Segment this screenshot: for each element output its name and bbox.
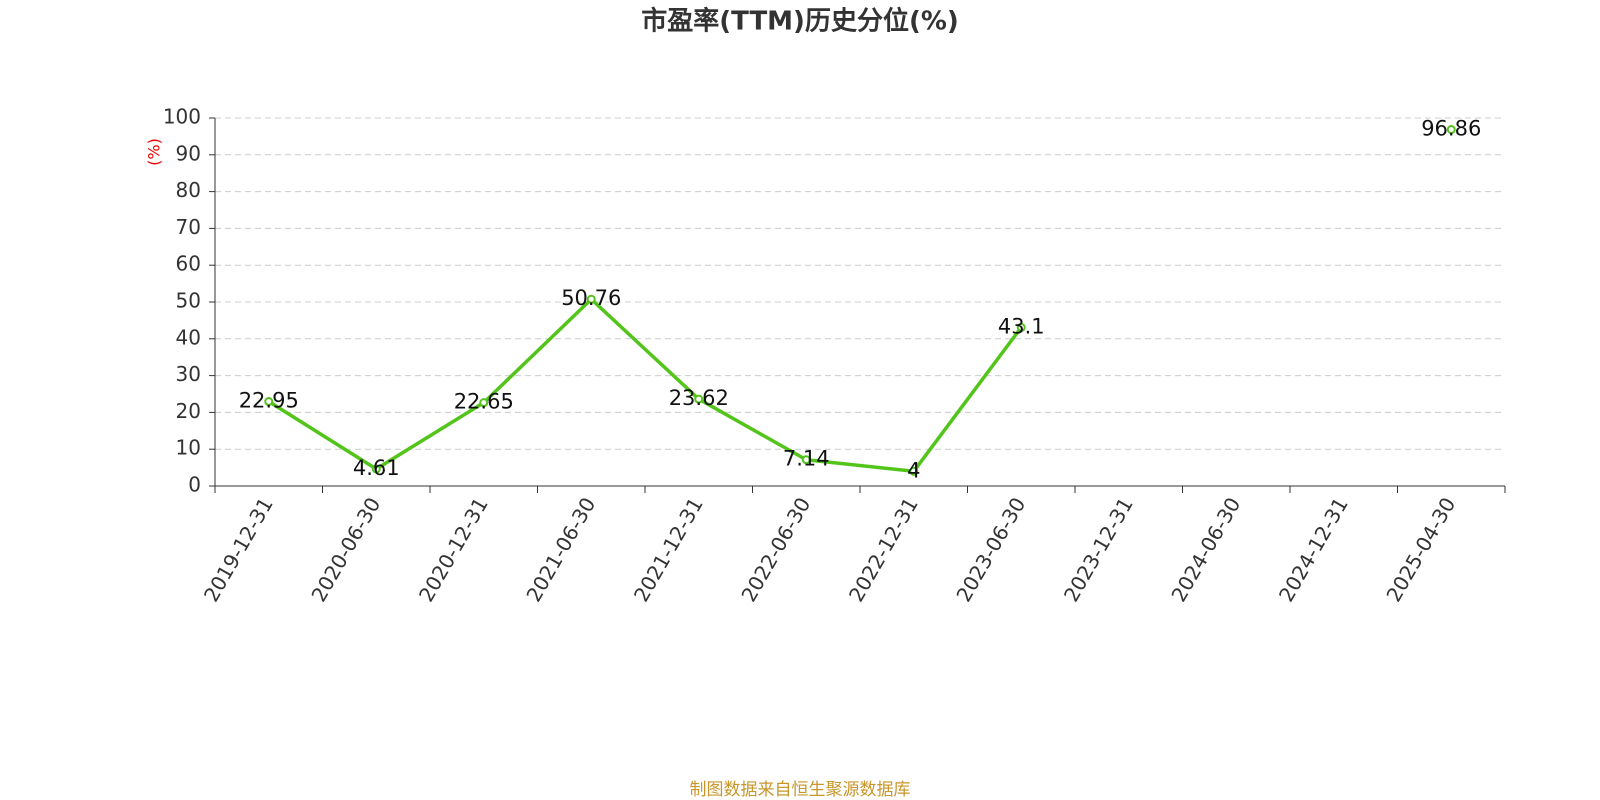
x-tick-label: 2024-06-30 bbox=[1166, 493, 1245, 606]
x-tick-label: 2023-12-31 bbox=[1059, 493, 1138, 606]
y-tick-label: 30 bbox=[176, 362, 201, 386]
point bbox=[264, 397, 274, 407]
data-label: 4.61 bbox=[353, 456, 400, 480]
y-tick-label: 70 bbox=[176, 215, 201, 239]
line bbox=[269, 130, 1452, 472]
point bbox=[1016, 322, 1026, 332]
point bbox=[694, 394, 704, 404]
x-tick-label: 2023-06-30 bbox=[951, 493, 1030, 606]
y-tick-label: 10 bbox=[176, 436, 201, 460]
x-tick-label: 2020-06-30 bbox=[306, 493, 385, 606]
x-tick-label: 2019-12-31 bbox=[199, 493, 278, 606]
y-tick-label: 40 bbox=[176, 325, 201, 349]
y-tick-label: 20 bbox=[176, 399, 201, 423]
y-tick-label: 60 bbox=[176, 252, 201, 276]
point bbox=[1446, 125, 1456, 135]
point bbox=[909, 466, 919, 476]
y-tick-label: 100 bbox=[163, 105, 201, 129]
x-tick-label: 2025-04-30 bbox=[1381, 493, 1460, 606]
footer: 制图数据来自恒生聚源数据库 bbox=[690, 780, 911, 800]
data-label: 7.14 bbox=[783, 447, 830, 471]
x-tick-label: 2021-12-31 bbox=[629, 493, 708, 606]
y-axis-label: (%) bbox=[145, 138, 164, 166]
point bbox=[371, 464, 381, 474]
y-tick-label: 50 bbox=[176, 289, 201, 313]
point bbox=[479, 398, 489, 408]
x-tick-label: 2020-12-31 bbox=[414, 493, 493, 606]
point bbox=[586, 294, 596, 304]
y-tick-label: 80 bbox=[176, 178, 201, 202]
y-tick-label: 0 bbox=[188, 473, 201, 497]
x-tick-label: 2021-06-30 bbox=[521, 493, 600, 606]
point bbox=[801, 455, 811, 465]
x-tick-label: 2022-06-30 bbox=[736, 493, 815, 606]
data-label: 50.76 bbox=[561, 286, 621, 310]
data-label: 23.62 bbox=[669, 386, 729, 410]
chart-title: 市盈率(TTM)历史分位(%) bbox=[641, 6, 959, 37]
data-label: 43.1 bbox=[998, 314, 1045, 338]
data-label: 96.86 bbox=[1421, 117, 1481, 141]
x-tick-label: 2022-12-31 bbox=[844, 493, 923, 606]
data-label: 22.65 bbox=[454, 390, 514, 414]
data-label: 4 bbox=[907, 458, 920, 482]
y-tick-label: 90 bbox=[176, 141, 201, 165]
x-tick-label: 2024-12-31 bbox=[1274, 493, 1353, 606]
data-label: 22.95 bbox=[239, 389, 299, 413]
